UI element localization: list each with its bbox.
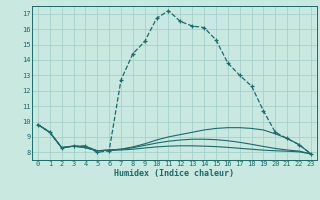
X-axis label: Humidex (Indice chaleur): Humidex (Indice chaleur) bbox=[115, 169, 234, 178]
